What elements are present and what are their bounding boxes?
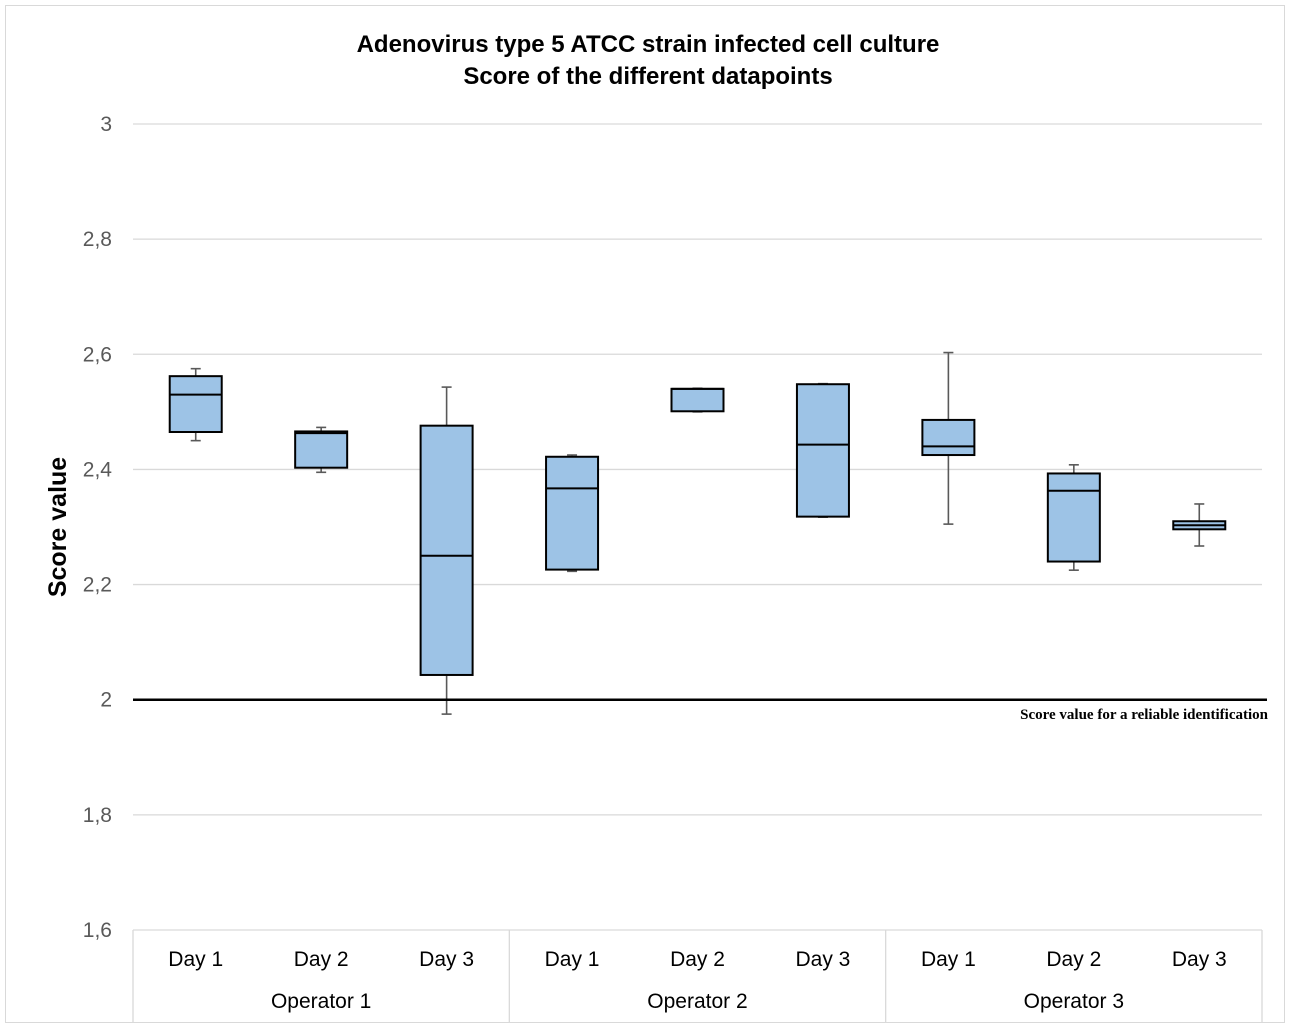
chart-title-line-2: Score of the different datapoints <box>463 63 832 90</box>
iqr-box <box>545 455 600 571</box>
x-category-label: Day 2 <box>1046 948 1101 971</box>
box-series <box>168 351 1227 715</box>
x-category-label: Day 1 <box>168 948 223 971</box>
box-plot-item <box>921 351 976 525</box>
x-group-label: Operator 3 <box>1024 990 1124 1013</box>
x-axis: Day 1 Day 2 Day 3 Day 1 Day 2 Day 3 Day 1 Day 2… <box>132 929 1263 1022</box>
x-category-label: Day 1 <box>545 948 600 971</box>
y-tick-label: 2,2 <box>83 574 112 597</box>
y-tick-label: 2,8 <box>83 228 112 251</box>
reference-line-label: Score value for a reliable identificatio… <box>1020 707 1269 723</box>
x-category-label: Day 2 <box>294 948 349 971</box>
x-category-label: Day 3 <box>1172 948 1227 971</box>
y-tick-label: 2,6 <box>83 343 112 366</box>
box-plot-item <box>795 382 850 519</box>
x-category-label: Day 3 <box>796 948 851 971</box>
box-plot-item <box>294 426 349 474</box>
iqr-box <box>168 375 223 434</box>
reference-line-group: Score value for a reliable identificatio… <box>133 698 1269 723</box>
box-plot-item <box>168 367 223 442</box>
box-plot-item <box>670 387 725 413</box>
y-tick-label: 2,4 <box>83 458 113 481</box>
iqr-box <box>670 387 725 413</box>
x-category-label: Day 2 <box>670 948 725 971</box>
iqr-box <box>1046 472 1101 563</box>
x-category-label: Day 3 <box>419 948 474 971</box>
x-group-label: Operator 2 <box>647 990 747 1013</box>
box-plot-item <box>1172 503 1227 547</box>
iqr-box <box>795 383 850 518</box>
box-plot-item <box>419 386 474 715</box>
chart-title-line-1: Adenovirus type 5 ATCC strain infected c… <box>357 31 940 58</box>
iqr-box <box>419 424 474 676</box>
iqr-box <box>294 430 349 469</box>
iqr-box <box>921 418 976 457</box>
y-axis-label: Score value <box>44 457 72 597</box>
y-axis-tick-labels: 1,6 1,8 2 2,2 2,4 2,6 2,8 3 <box>83 113 113 942</box>
x-group-label: Operator 1 <box>271 990 371 1013</box>
y-tick-label: 3 <box>100 113 112 136</box>
y-tick-label: 1,8 <box>83 804 112 827</box>
x-category-label: Day 1 <box>921 948 976 971</box>
box-plot-item <box>545 454 600 573</box>
y-tick-label: 1,6 <box>83 919 112 942</box>
y-tick-label: 2 <box>100 689 112 712</box>
box-plot-item <box>1046 464 1101 571</box>
